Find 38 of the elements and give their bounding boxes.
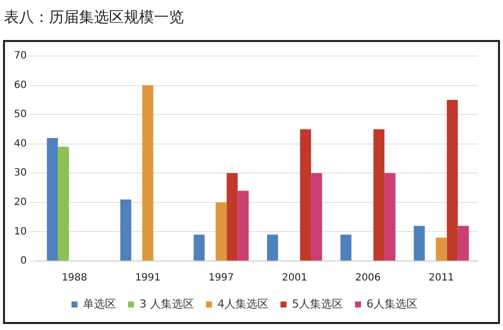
bar	[446, 100, 458, 260]
bar	[194, 234, 205, 260]
chart-title: 表八：历届集选区规模一览	[4, 8, 184, 27]
bar	[120, 200, 132, 260]
legend-label: 6人集选区	[366, 297, 418, 310]
bar	[142, 85, 154, 260]
bar	[373, 129, 384, 260]
y-tick-label: 20	[14, 197, 27, 208]
bar	[238, 190, 249, 260]
bar	[384, 173, 396, 260]
bar	[414, 226, 425, 260]
bar	[216, 202, 227, 260]
legend-label: 3 人集选区	[140, 297, 194, 310]
legend-label: 4人集选区	[218, 297, 268, 310]
bar	[300, 129, 312, 260]
x-tick-label: 1997	[208, 272, 234, 284]
y-tick-label: 30	[14, 168, 27, 179]
x-tick-label: 1988	[62, 272, 88, 284]
x-tick-label: 2001	[282, 272, 308, 284]
bar	[436, 238, 447, 260]
y-tick-label: 50	[14, 109, 27, 120]
y-tick-label: 70	[14, 50, 27, 62]
bar	[311, 173, 322, 260]
bar	[46, 138, 58, 260]
legend-label: 5人集选区	[292, 297, 343, 310]
bar	[267, 234, 278, 260]
y-tick-label: 0	[20, 256, 27, 267]
bar	[58, 146, 69, 260]
y-tick-label: 60	[14, 80, 27, 91]
x-tick-label: 1991	[135, 272, 161, 284]
x-tick-label: 2006	[355, 272, 381, 284]
y-tick-label: 10	[14, 226, 27, 238]
y-tick-label: 40	[14, 138, 27, 150]
x-tick-label: 2011	[428, 272, 454, 284]
bar	[458, 226, 469, 260]
bar	[226, 173, 238, 260]
bar	[340, 234, 352, 260]
legend-label: 单选区	[83, 297, 116, 310]
